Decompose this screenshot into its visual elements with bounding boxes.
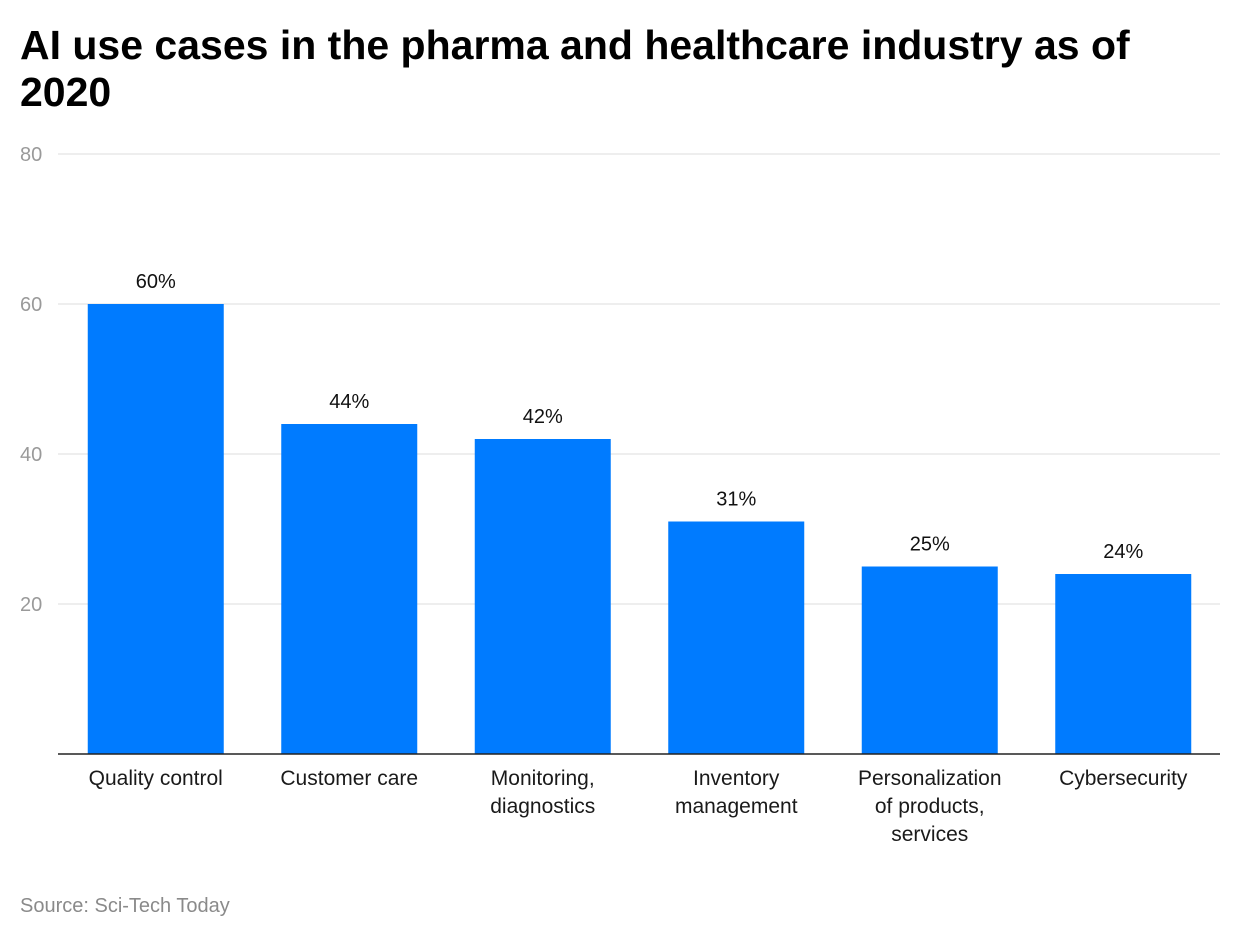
data-label: 25% [910,534,950,556]
bar [861,566,998,754]
data-label: 60% [136,271,176,293]
data-labels: 60% 44% 42% 31% 25% 24% [136,271,1144,563]
x-tick-label: Customer care [280,767,418,790]
data-label: 24% [1103,541,1143,563]
x-tick-label: Personalization of products, services [858,767,1002,846]
bar [87,304,224,754]
x-axis-labels: Quality control Customer care Monitoring, d… [89,767,1188,846]
x-tick-label: Inventory management [675,767,798,818]
data-label: 42% [523,406,563,428]
x-tick-label: Cybersecurity [1059,767,1188,790]
x-tick-label: Monitoring, diagnostics [490,767,595,818]
y-axis-ticks: 20 40 60 80 [20,144,42,616]
bar [281,424,418,754]
data-label: 31% [716,489,756,511]
bar [474,439,611,754]
bar [1055,574,1192,754]
bar [668,521,805,754]
x-tick-label: Quality control [89,767,223,790]
y-tick-label: 20 [20,594,42,616]
data-label: 44% [329,391,369,413]
gridlines [58,153,1220,605]
y-tick-label: 80 [20,144,42,166]
bars [87,304,1192,754]
y-tick-label: 60 [20,294,42,316]
chart-title: AI use cases in the pharma and healthcar… [20,22,1130,115]
y-tick-label: 40 [20,444,42,466]
source-note: Source: Sci-Tech Today [20,895,230,917]
